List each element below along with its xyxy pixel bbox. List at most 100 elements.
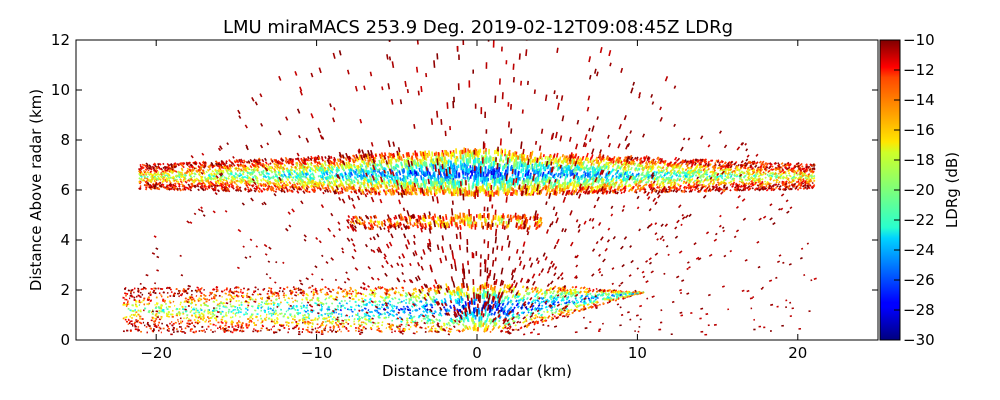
radar-pixel <box>662 181 665 185</box>
radar-pixel <box>547 170 550 175</box>
radar-pixel <box>175 174 178 177</box>
radar-pixel <box>587 160 590 164</box>
radar-pixel <box>607 164 610 169</box>
radar-pixel <box>559 175 562 179</box>
radar-pixel <box>167 164 171 167</box>
radar-pixel <box>695 178 698 182</box>
radar-pixel <box>751 187 754 190</box>
radar-pixel <box>412 186 416 192</box>
radar-pixel <box>190 163 193 167</box>
radar-pixel <box>654 189 658 193</box>
radar-pixel <box>612 168 615 172</box>
radar-pixel <box>642 168 645 172</box>
radar-pixel <box>782 171 786 174</box>
radar-pixel <box>596 185 599 188</box>
chart-title: LMU miraMACS 253.9 Deg. 2019-02-12T09:08… <box>223 17 733 38</box>
radar-pixel <box>402 153 405 159</box>
radar-pixel <box>757 174 761 178</box>
radar-pixel <box>776 185 779 188</box>
radar-pixel <box>178 187 182 191</box>
radar-pixel <box>198 179 202 183</box>
radar-pixel <box>405 182 409 187</box>
radar-pixel <box>774 186 778 190</box>
radar-pixel <box>364 166 368 170</box>
radar-pixel <box>753 161 756 164</box>
radar-pixel <box>170 162 174 167</box>
radar-pixel <box>707 160 711 164</box>
radar-pixel <box>656 185 659 189</box>
radar-pixel <box>532 191 535 196</box>
radar-pixel <box>702 183 705 187</box>
radar-pixel <box>402 174 405 179</box>
radar-pixel <box>809 184 812 187</box>
radar-pixel <box>585 157 589 161</box>
radar-pixel <box>550 155 553 159</box>
radar-pixel <box>195 170 199 173</box>
radar-pixel <box>523 162 527 167</box>
radar-pixel <box>143 177 146 180</box>
radar-pixel <box>724 174 727 178</box>
radar-pixel <box>644 190 647 194</box>
radar-pixel <box>378 190 382 194</box>
radar-pixel <box>710 178 714 182</box>
radar-pixel <box>600 176 603 181</box>
radar-pixel <box>728 161 731 164</box>
radar-pixel <box>323 186 327 190</box>
radar-pixel <box>314 167 318 171</box>
radar-pixel <box>180 167 184 171</box>
radar-pixel <box>422 151 425 157</box>
radar-pixel <box>589 185 593 190</box>
radar-pixel <box>205 170 208 174</box>
radar-pixel <box>711 185 715 188</box>
radar-pixel <box>804 176 808 180</box>
radar-pixel <box>366 156 370 160</box>
radar-pixel <box>641 160 645 164</box>
radar-pixel <box>658 157 662 161</box>
radar-pixel <box>738 169 741 173</box>
radar-pixel <box>777 183 780 186</box>
radar-pixel <box>588 173 592 178</box>
radar-pixel <box>424 162 427 167</box>
radar-pixel <box>510 177 514 184</box>
radar-pixel <box>355 154 358 158</box>
radar-pixel <box>561 153 565 158</box>
radar-pixel <box>407 190 411 195</box>
radar-pixel <box>281 162 284 165</box>
radar-pixel <box>713 169 717 172</box>
radar-pixel <box>391 184 394 188</box>
radar-pixel <box>625 173 629 177</box>
radar-pixel <box>700 160 703 164</box>
radar-pixel <box>335 178 338 181</box>
radar-pixel <box>260 184 263 188</box>
radar-pixel <box>734 186 737 189</box>
radar-pixel <box>658 182 662 186</box>
radar-pixel <box>683 190 686 194</box>
radar-pixel <box>149 165 153 169</box>
radar-pixel <box>396 169 400 174</box>
radar-pixel <box>277 179 280 183</box>
radar-pixel <box>226 181 229 185</box>
radar-pixel <box>774 174 777 178</box>
radar-pixel <box>162 166 165 170</box>
radar-pixel <box>802 178 805 181</box>
radar-pixel <box>745 182 748 185</box>
radar-pixel <box>622 186 626 190</box>
radar-pixel <box>248 179 252 182</box>
radar-pixel <box>771 168 775 171</box>
radar-pixel <box>795 171 798 175</box>
radar-pixel <box>616 191 619 195</box>
radar-pixel <box>737 188 740 191</box>
radar-pixel <box>179 175 183 179</box>
radar-pixel <box>236 179 239 182</box>
radar-pixel <box>635 158 639 162</box>
radar-pixel <box>743 171 746 175</box>
radar-pixel <box>750 166 755 171</box>
radar-pixel <box>791 183 795 187</box>
radar-pixel <box>709 170 712 174</box>
radar-pixel <box>303 175 307 179</box>
radar-pixel <box>400 156 403 162</box>
radar-pixel <box>520 185 524 190</box>
radar-pixel <box>541 157 544 161</box>
radar-pixel <box>554 172 558 176</box>
radar-pixel <box>752 162 755 166</box>
